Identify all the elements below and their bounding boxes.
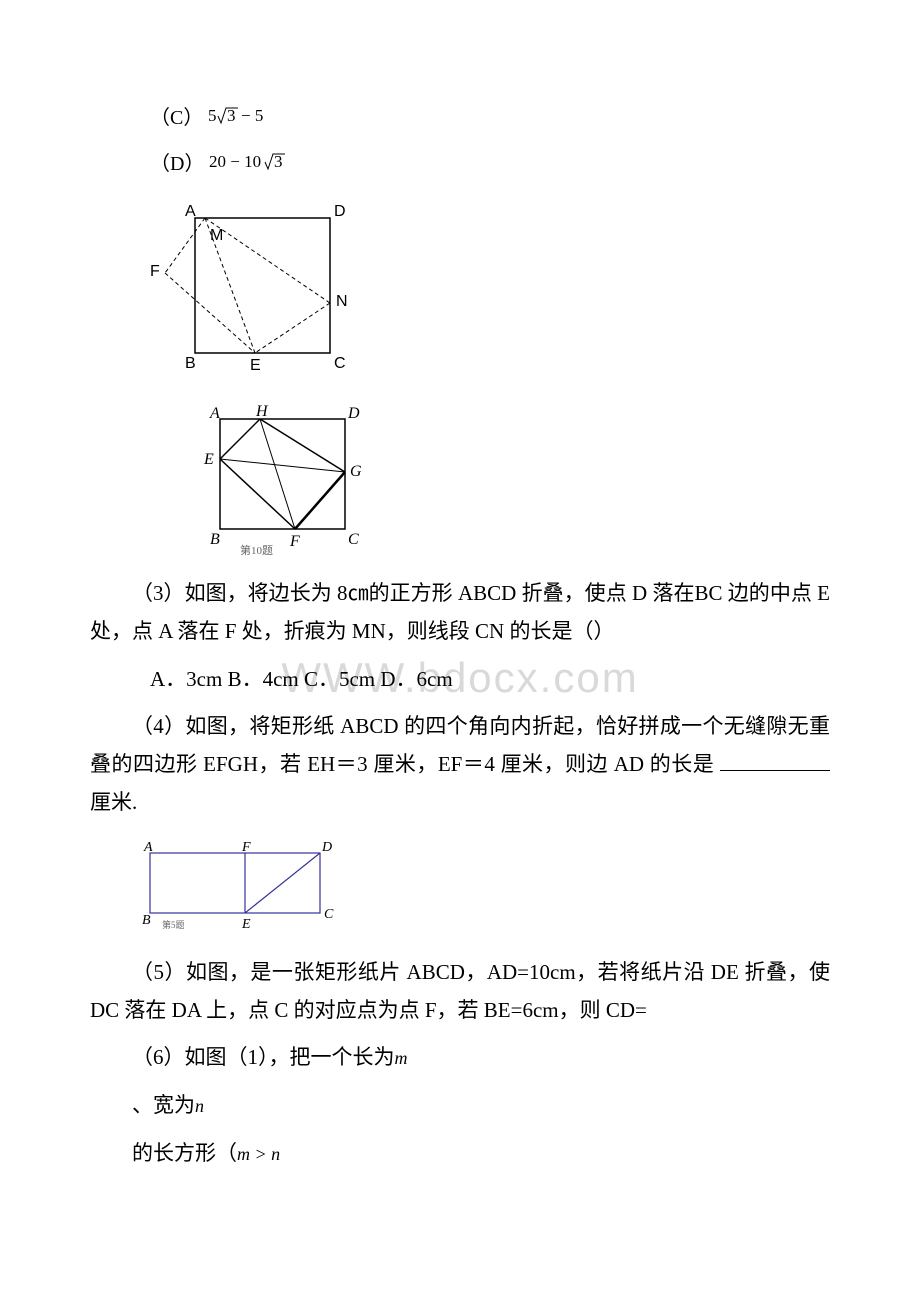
figure-3: A F D B E C 第5题 [130,838,830,938]
q6-var-m: m [395,1048,408,1068]
option-c-label: （C） [150,107,203,129]
q5-text: （5）如图，是一张矩形纸片 ABCD，AD=10cm，若将纸片沿 DE 折叠，使… [90,954,830,1030]
figure-1: A D B C M F N E [150,198,830,388]
svg-text:20 − 10: 20 − 10 [209,152,261,171]
fig3-caption: 第5题 [162,919,185,930]
fig1-label-b: B [185,355,196,372]
fig2-label-g: G [350,463,362,480]
fig1-label-e: E [250,357,261,374]
fig1-label-a: A [185,203,196,220]
q6-line2: 、宽为n [90,1087,830,1125]
fig2-label-c: C [348,531,359,548]
fig1-label-f: F [150,263,160,280]
fig3-label-c: C [324,907,334,922]
fig3-label-b: B [142,913,151,928]
q4-unit: 厘米. [90,790,137,814]
option-d-label: （D） [150,153,204,175]
option-c: （C） 5 3 − 5 [150,100,830,136]
q4-text-body: （4）如图，将矩形纸 ABCD 的四个角向内折起，恰好拼成一个无缝隙无重叠的四边… [90,714,830,776]
fig1-label-n: N [336,293,348,310]
fig3-label-f: F [241,840,251,855]
fig1-label-m: M [210,227,223,244]
q4-text: （4）如图，将矩形纸 ABCD 的四个角向内折起，恰好拼成一个无缝隙无重叠的四边… [90,708,830,821]
svg-text:5: 5 [208,106,217,125]
figure-2: A D B C H E G F 第10题 [190,404,830,559]
fig2-label-b: B [210,531,220,548]
q3-text: （3）如图，将边长为 8㎝的正方形 ABCD 折叠，使点 D 落在BC 边的中点… [90,575,830,651]
fig1-label-c: C [334,355,346,372]
q6-line1-text: （6）如图（1），把一个长为 [132,1045,395,1069]
fig3-label-d: D [321,840,332,855]
q6-line2-text: 、宽为 [132,1093,195,1117]
q6-expr: m > n [237,1144,280,1164]
svg-text:3: 3 [274,152,283,171]
option-d: （D） 20 − 10 3 [150,146,830,182]
fig2-label-d: D [347,405,360,422]
q6-line3-text: 的长方形（ [132,1141,237,1165]
svg-text:3: 3 [227,106,236,125]
svg-text:− 5: − 5 [241,106,263,125]
option-c-expr: 5 3 − 5 [208,107,278,129]
fig1-label-d: D [334,203,346,220]
q6-var-n: n [195,1096,204,1116]
fig2-label-h: H [255,404,269,420]
option-d-expr: 20 − 10 3 [209,153,309,175]
fig3-label-e: E [241,917,251,932]
fig2-label-a: A [209,405,220,422]
fig2-label-e: E [203,451,214,468]
q3-options: A．3cm B．4cm C．5cm D．6cm [150,661,830,699]
q6-line3: 的长方形（m > n [90,1135,830,1173]
q4-blank [720,748,830,771]
fig3-label-a: A [143,840,153,855]
page-content: （C） 5 3 − 5 （D） 20 − 10 3 [90,100,830,1173]
q6-line1: （6）如图（1），把一个长为m [90,1039,830,1077]
fig2-caption: 第10题 [240,543,273,557]
fig2-label-f: F [289,533,300,550]
